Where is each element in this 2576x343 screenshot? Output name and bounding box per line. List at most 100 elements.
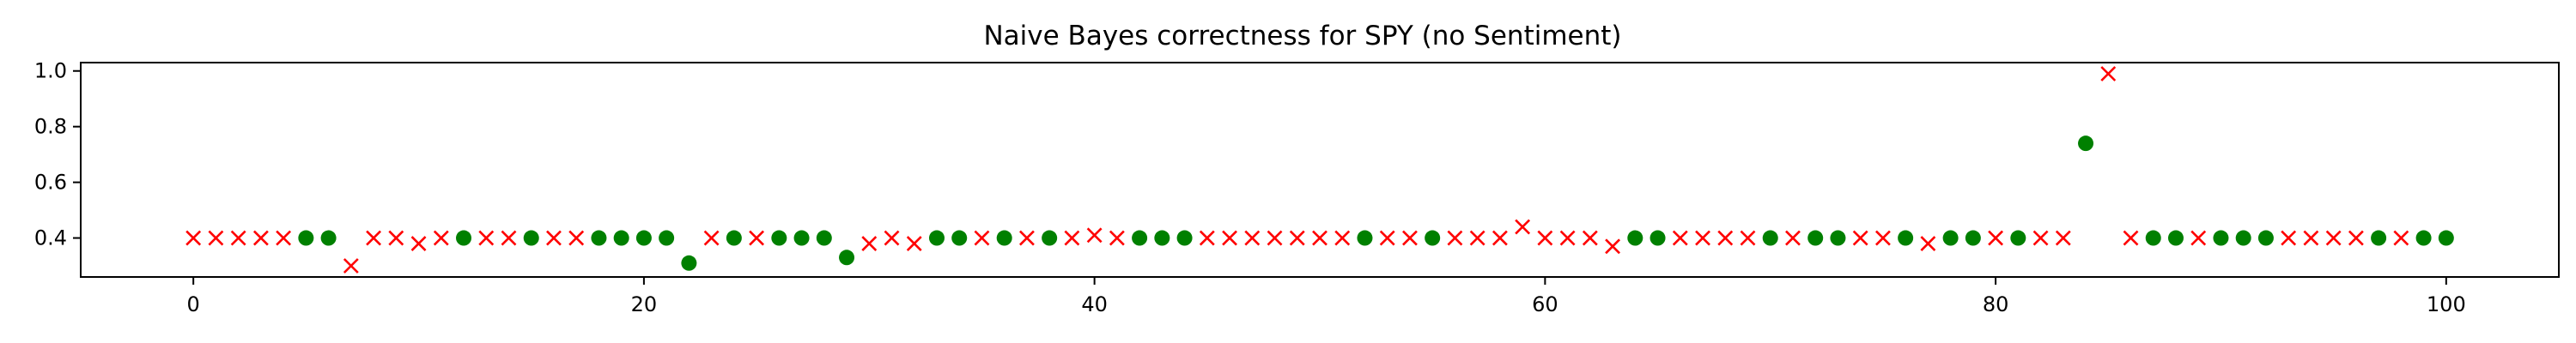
incorrect-point — [861, 236, 878, 251]
correct-point — [2371, 230, 2387, 246]
incorrect-point — [1695, 230, 1710, 246]
correct-point — [2415, 230, 2432, 246]
incorrect-point — [1447, 230, 1463, 246]
incorrect-point — [1469, 230, 1485, 246]
incorrect-point — [1785, 230, 1801, 246]
incorrect-point — [230, 230, 246, 246]
incorrect-point — [388, 230, 404, 246]
incorrect-point — [1267, 230, 1283, 246]
incorrect-point — [501, 230, 517, 246]
plot-marks — [185, 66, 2454, 274]
incorrect-point — [2190, 230, 2207, 246]
incorrect-point — [1334, 230, 1351, 246]
incorrect-point — [343, 258, 359, 274]
y-tick-label: 0.8 — [34, 115, 67, 139]
x-tick-label: 0 — [187, 292, 200, 316]
correct-point — [2167, 230, 2184, 246]
incorrect-point — [276, 230, 292, 246]
chart-title: Naive Bayes correctness for SPY (no Sent… — [983, 21, 1621, 51]
correct-point — [1965, 230, 1981, 246]
correct-point — [613, 230, 629, 246]
correct-point — [816, 230, 832, 246]
y-tick-label: 0.4 — [34, 226, 67, 250]
correct-point — [298, 230, 314, 246]
incorrect-point — [749, 230, 765, 246]
incorrect-point — [1740, 230, 1756, 246]
incorrect-point — [366, 230, 381, 246]
incorrect-point — [1064, 230, 1080, 246]
incorrect-point — [1717, 230, 1734, 246]
incorrect-point — [2281, 230, 2297, 246]
correct-point — [2078, 135, 2094, 152]
incorrect-point — [1492, 230, 1508, 246]
correct-point — [659, 230, 675, 246]
incorrect-point — [1920, 236, 1936, 251]
incorrect-point — [252, 230, 269, 246]
incorrect-point — [2100, 66, 2117, 81]
incorrect-point — [2348, 230, 2364, 246]
correct-point — [2235, 230, 2251, 246]
correct-point — [1649, 230, 1666, 246]
incorrect-point — [2303, 230, 2319, 246]
correct-point — [996, 230, 1012, 246]
x-tick-label: 100 — [2427, 292, 2466, 316]
correct-point — [320, 230, 337, 246]
correct-point — [1357, 230, 1373, 246]
incorrect-point — [1379, 230, 1395, 246]
axes-frame — [80, 62, 2560, 278]
correct-point — [928, 230, 945, 246]
correct-point — [839, 250, 855, 266]
incorrect-point — [1244, 230, 1261, 246]
incorrect-point — [1874, 230, 1891, 246]
x-tick-label: 20 — [631, 292, 658, 316]
incorrect-point — [546, 230, 562, 246]
incorrect-point — [2393, 230, 2409, 246]
correct-point — [726, 230, 742, 246]
incorrect-point — [1515, 219, 1531, 235]
y-tick-label: 1.0 — [34, 59, 67, 83]
incorrect-point — [1605, 238, 1620, 255]
incorrect-point — [1086, 227, 1103, 244]
correct-point — [2145, 230, 2161, 246]
correct-point — [1942, 230, 1959, 246]
correct-point — [1762, 230, 1778, 246]
x-axis: 0 20 40 60 80 100 — [187, 277, 2466, 316]
incorrect-point — [410, 236, 427, 251]
incorrect-point — [1402, 230, 1418, 246]
correct-point — [591, 230, 607, 246]
y-axis: 0.4 0.6 0.8 1.0 — [34, 59, 81, 250]
incorrect-point — [906, 236, 922, 251]
incorrect-point — [1559, 230, 1576, 246]
y-tick-label: 0.6 — [34, 171, 67, 195]
incorrect-point — [1109, 230, 1125, 246]
incorrect-point — [2325, 230, 2342, 246]
incorrect-point — [1019, 230, 1035, 246]
correct-point — [1425, 230, 1441, 246]
incorrect-point — [2123, 230, 2139, 246]
incorrect-point — [208, 230, 224, 246]
incorrect-point — [2032, 230, 2049, 246]
incorrect-point — [568, 230, 585, 246]
correct-point — [1830, 230, 1846, 246]
correct-point — [771, 230, 787, 246]
incorrect-point — [1852, 230, 1868, 246]
correct-point — [1627, 230, 1643, 246]
correct-point — [1154, 230, 1170, 246]
incorrect-point — [1537, 230, 1553, 246]
incorrect-point — [1199, 230, 1215, 246]
incorrect-point — [1582, 230, 1598, 246]
correct-point — [2438, 230, 2454, 246]
correct-point — [1132, 230, 1148, 246]
correct-point — [523, 230, 539, 246]
incorrect-point — [185, 230, 202, 246]
incorrect-point — [433, 230, 449, 246]
x-tick-label: 80 — [1983, 292, 2009, 316]
correct-point — [1176, 230, 1193, 246]
incorrect-point — [1289, 230, 1305, 246]
incorrect-point — [1312, 230, 1327, 246]
incorrect-point — [1988, 230, 2004, 246]
incorrect-point — [478, 230, 495, 246]
incorrect-point — [884, 230, 900, 246]
